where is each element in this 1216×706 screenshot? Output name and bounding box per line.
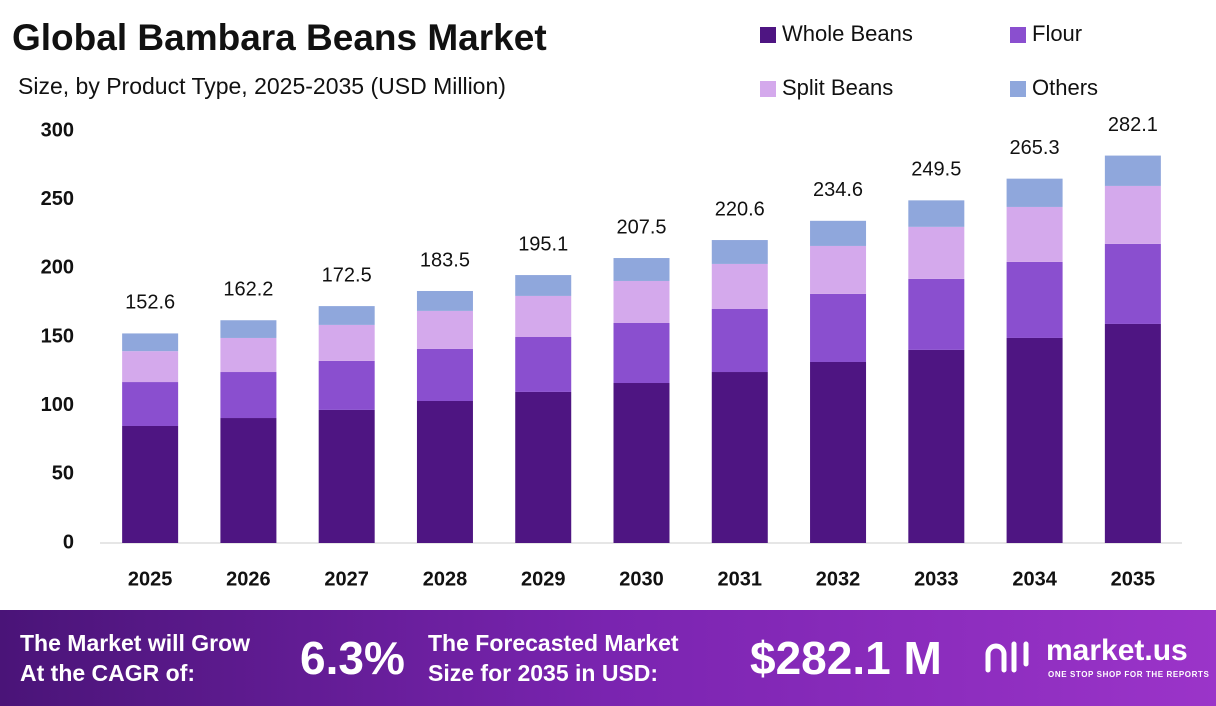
cagr-label-line: At the CAGR of:: [20, 660, 196, 686]
x-tick-label: 2033: [914, 568, 959, 590]
bar-segment: [810, 361, 867, 543]
y-tick-label: 150: [41, 325, 74, 347]
forecast-label: The Forecasted Market Size for 2035 in U…: [428, 628, 679, 688]
y-tick-label: 100: [41, 394, 74, 416]
y-tick-label: 0: [63, 531, 74, 553]
total-label: 162.2: [223, 279, 273, 301]
total-label: 249.5: [911, 159, 961, 181]
bar-segment: [318, 324, 375, 361]
forecast-label-line: The Forecasted Market: [428, 630, 679, 656]
chart-subtitle: Size, by Product Type, 2025-2035 (USD Mi…: [18, 73, 506, 99]
total-label: 234.6: [813, 179, 863, 201]
bar-segment: [810, 245, 867, 294]
x-tick-label: 2026: [226, 568, 271, 590]
y-tick-label: 250: [41, 188, 74, 210]
bar-segment: [515, 337, 572, 392]
bar-segment: [318, 306, 375, 325]
bar-segment: [711, 372, 768, 543]
bar-segment: [1006, 178, 1063, 207]
cagr-value: 6.3%: [300, 632, 405, 684]
bar-segment: [810, 293, 867, 362]
legend-label: Others: [1032, 75, 1098, 100]
bar-segment: [711, 308, 768, 373]
bar-segment: [416, 400, 473, 543]
bar-segment: [220, 320, 277, 338]
y-tick-label: 300: [41, 119, 74, 141]
brand-name: market.us: [1046, 634, 1188, 667]
bar-segment: [1104, 243, 1161, 324]
bar-segment: [1006, 206, 1063, 262]
bar-segment: [1104, 185, 1161, 244]
x-tick-label: 2027: [324, 568, 369, 590]
forecast-value: $282.1 M: [750, 632, 942, 684]
legend-swatch: [1010, 27, 1026, 43]
bar-segment: [908, 226, 965, 279]
total-label: 183.5: [420, 249, 470, 271]
legend-label: Split Beans: [782, 75, 893, 100]
x-tick-label: 2029: [521, 568, 566, 590]
bar-segment: [908, 278, 965, 350]
bar-segment: [515, 275, 572, 296]
x-tick-label: 2032: [816, 568, 861, 590]
bar-segment: [318, 409, 375, 543]
x-tick-label: 2034: [1012, 568, 1057, 590]
bar-segment: [1006, 261, 1063, 338]
x-tick-label: 2030: [619, 568, 664, 590]
bar-segment: [515, 295, 572, 337]
brand-icon: [985, 641, 1029, 673]
bar-segment: [613, 258, 670, 281]
legend-swatch: [1010, 81, 1026, 97]
bar-segment: [810, 220, 867, 246]
bar-segment: [515, 391, 572, 543]
bar-segment: [711, 263, 768, 309]
bar-segment: [220, 372, 277, 419]
bar-segment: [318, 360, 375, 410]
total-label: 265.3: [1010, 137, 1060, 159]
chart-title: Global Bambara Beans Market: [12, 17, 547, 58]
bar-segment: [122, 333, 179, 352]
total-label: 282.1: [1108, 114, 1158, 136]
bar-segment: [416, 348, 473, 401]
bar-segment: [1006, 337, 1063, 543]
cagr-label: The Market will Grow At the CAGR of:: [20, 628, 250, 688]
bar-segment: [613, 280, 670, 323]
y-tick-label: 200: [41, 257, 74, 279]
x-tick-label: 2025: [128, 568, 173, 590]
total-label: 195.1: [518, 233, 568, 255]
bar-segment: [416, 290, 473, 311]
bar-segment: [1104, 323, 1161, 543]
legend-swatch: [760, 81, 776, 97]
y-tick-label: 50: [52, 463, 74, 485]
total-label: 220.6: [715, 198, 765, 220]
legend-label: Whole Beans: [782, 21, 913, 46]
bar-segment: [416, 310, 473, 349]
forecast-label-line: Size for 2035 in USD:: [428, 660, 659, 686]
bar-segment: [122, 351, 179, 383]
x-tick-label: 2028: [423, 568, 468, 590]
bar-segment: [908, 200, 965, 227]
bar-segment: [220, 337, 277, 373]
brand-tagline: ONE STOP SHOP FOR THE REPORTS: [1048, 670, 1210, 679]
legend-swatch: [760, 27, 776, 43]
cagr-label-line: The Market will Grow: [20, 630, 251, 656]
bar-segment: [908, 349, 965, 543]
legend-label: Flour: [1032, 21, 1082, 46]
bar-segment: [711, 240, 768, 264]
total-label: 172.5: [322, 264, 372, 286]
bar-segment: [122, 425, 179, 543]
total-label: 207.5: [616, 216, 666, 238]
bar-segment: [613, 322, 670, 384]
bar-segment: [1104, 155, 1161, 186]
bar-segment: [613, 383, 670, 543]
x-tick-label: 2035: [1111, 568, 1156, 590]
bar-segment: [122, 382, 179, 426]
footer-banner: The Market will Grow At the CAGR of: 6.3…: [0, 610, 1216, 706]
bar-segment: [220, 418, 277, 543]
total-label: 152.6: [125, 292, 175, 314]
x-tick-label: 2031: [718, 568, 763, 590]
chart: Global Bambara Beans Market Size, by Pro…: [12, 17, 1182, 590]
